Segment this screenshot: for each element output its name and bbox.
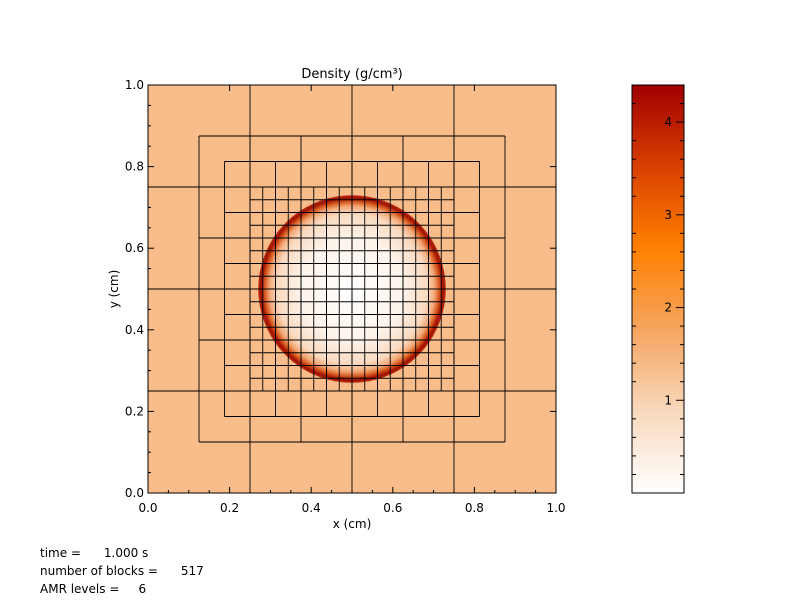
y-axis: 0.0 0.2 0.4 0.6 0.8 1.0 (125, 78, 556, 500)
blocks-readout: number of blocks = 517 (40, 564, 204, 578)
levels-label: AMR levels = (40, 582, 120, 596)
blocks-value: 517 (180, 564, 204, 578)
y-tick-label: 0.0 (125, 486, 144, 500)
y-tick-label: 1.0 (125, 78, 144, 92)
time-value: 1.000 s (103, 546, 149, 560)
y-tick-label: 0.2 (125, 404, 144, 418)
colorbar-tick-label: 4 (664, 115, 672, 129)
time-label: time = (40, 546, 81, 560)
levels-value: 6 (138, 582, 147, 596)
colorbar-ticks: 1 2 3 4 (632, 103, 684, 475)
y-tick-label: 0.6 (125, 241, 144, 255)
colorbar-tick-label: 2 (664, 301, 672, 315)
x-tick-label: 0.0 (138, 501, 157, 515)
y-tick-label: 0.8 (125, 160, 144, 174)
time-readout: time = 1.000 s (40, 546, 148, 560)
x-tick-label: 0.6 (383, 501, 402, 515)
x-axis: 0.0 0.2 0.4 0.6 0.8 1.0 (138, 85, 566, 515)
x-tick-label: 1.0 (546, 501, 565, 515)
levels-readout: AMR levels = 6 (40, 582, 146, 596)
colorbar-tick-label: 1 (664, 393, 672, 407)
x-tick-label: 0.8 (465, 501, 484, 515)
colorbar-tick-label: 3 (664, 208, 672, 222)
chart-title: Density (g/cm³) (301, 67, 402, 82)
x-axis-label: x (cm) (333, 517, 372, 531)
amr-grid (148, 85, 556, 493)
y-tick-label: 0.4 (125, 323, 144, 337)
x-tick-label: 0.4 (302, 501, 321, 515)
x-tick-label: 0.2 (220, 501, 239, 515)
y-axis-label: y (cm) (107, 270, 121, 309)
colorbar (631, 84, 685, 494)
blocks-label: number of blocks = (40, 564, 158, 578)
